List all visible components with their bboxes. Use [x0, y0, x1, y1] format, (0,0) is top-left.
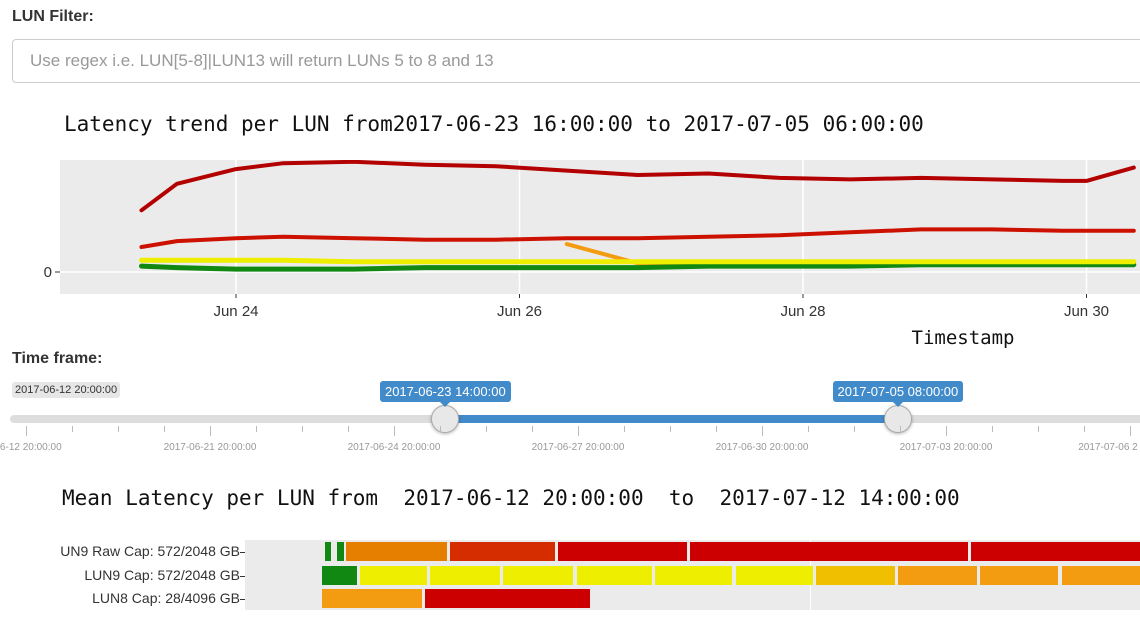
- slider-tick: [716, 426, 717, 432]
- latency-trend-chart: Jun 24 Jun 26 Jun 28 Jun 30 0 Timestamp: [44, 160, 1140, 349]
- x-tick-label: Jun 28: [780, 303, 825, 320]
- series-line-5: [139, 257, 1137, 265]
- slider-handle-to[interactable]: [884, 405, 913, 433]
- slider-tick: [946, 426, 947, 436]
- slider-tick: [348, 426, 349, 432]
- slider-tick: [302, 426, 303, 432]
- heatmap-cell[interactable]: [1062, 566, 1140, 585]
- slider-tick: [992, 426, 993, 432]
- x-tick-label: Jun 30: [1064, 303, 1109, 320]
- heatmap-row-label: LUN8 Cap: 28/4096 GB: [92, 590, 240, 606]
- heatmap-cell[interactable]: [736, 566, 813, 585]
- slider-tick: [1084, 426, 1085, 432]
- heatmap-cell[interactable]: [898, 566, 977, 585]
- heatmap-cell[interactable]: [360, 566, 427, 585]
- heatmap-cell[interactable]: [337, 542, 344, 561]
- series-line-4: [139, 262, 1137, 272]
- slider-tick-label: 2017-07-03 20:00:00: [899, 442, 993, 453]
- slider-from-value: 2017-06-23 14:00:00: [379, 381, 511, 407]
- slider-tick-label: 2017-06-24 20:00:00: [347, 442, 441, 453]
- slider-tick: [808, 426, 809, 432]
- slider-tick-label: 2017-06-30 20:00:00: [715, 442, 809, 453]
- y-tick-label: 0: [44, 264, 52, 281]
- heatmap-cell[interactable]: [322, 589, 422, 608]
- heatmap-row-tick: [240, 599, 245, 600]
- lun-filter-label: LUN Filter:: [12, 8, 94, 25]
- heatmap-cell[interactable]: [558, 542, 687, 561]
- x-axis-label: Timestamp: [912, 327, 1015, 349]
- slider-tick: [210, 426, 211, 436]
- time-frame-label: Time frame:: [12, 350, 103, 367]
- slider-selected-range[interactable]: [445, 415, 899, 423]
- x-tick-label: Jun 26: [497, 303, 542, 320]
- slider-tick: [486, 426, 487, 432]
- slider-tick: [394, 426, 395, 436]
- heatmap-row-tick: [240, 576, 245, 577]
- heatmap-cell[interactable]: [425, 589, 590, 608]
- heatmap-cell[interactable]: [346, 542, 447, 561]
- heatmap-title: Mean Latency per LUN from 2017-06-12 20:…: [62, 486, 960, 510]
- heatmap-cell[interactable]: [503, 566, 573, 585]
- slider-tick: [164, 426, 165, 432]
- series-line-2: [139, 227, 1136, 249]
- slider-tick: [1130, 426, 1131, 436]
- slider-tick: [26, 426, 27, 436]
- slider-tick: [854, 426, 855, 432]
- heatmap-row-label: UN9 Raw Cap: 572/2048 GB: [60, 543, 240, 559]
- heatmap-cell[interactable]: [971, 542, 1140, 561]
- x-tick-label: Jun 24: [213, 303, 258, 320]
- slider-tick: [762, 426, 763, 436]
- heatmap-cell[interactable]: [816, 566, 895, 585]
- series-line-1: [139, 160, 1136, 213]
- trend-chart-title: Latency trend per LUN from2017-06-23 16:…: [64, 112, 924, 136]
- lun-filter-input[interactable]: [12, 39, 1140, 83]
- slider-tick: [670, 426, 671, 432]
- slider-to-value: 2017-07-05 08:00:00: [832, 381, 964, 407]
- heatmap-cell[interactable]: [980, 566, 1058, 585]
- slider-tick: [900, 426, 901, 432]
- slider-tick: [118, 426, 119, 432]
- mean-latency-heatmap: UN9 Raw Cap: 572/2048 GB LUN9 Cap: 572/20…: [0, 538, 1140, 619]
- slider-tick: [440, 426, 441, 432]
- heatmap-cell[interactable]: [322, 566, 357, 585]
- slider-tick-label: 2017-07-06 2: [1078, 442, 1138, 453]
- heatmap-cell[interactable]: [325, 542, 331, 561]
- slider-tick: [256, 426, 257, 432]
- slider-tick: [1038, 426, 1039, 432]
- time-frame-min-label: 2017-06-12 20:00:00: [12, 382, 121, 398]
- slider-tick: [624, 426, 625, 432]
- heatmap-cell[interactable]: [577, 566, 652, 585]
- slider-tick: [532, 426, 533, 432]
- heatmap-row-tick: [240, 552, 245, 553]
- slider-handle-from[interactable]: [431, 405, 460, 433]
- heatmap-cell[interactable]: [450, 542, 555, 561]
- heatmap-cell[interactable]: [690, 542, 968, 561]
- slider-tick-label: 2017-06-21 20:00:00: [163, 442, 257, 453]
- heatmap-row-label: LUN9 Cap: 572/2048 GB: [84, 567, 240, 583]
- slider-tick-label: 2017-06-27 20:00:00: [531, 442, 625, 453]
- slider-tick-label: 06-12 20:00:00: [0, 442, 62, 453]
- heatmap-cell[interactable]: [655, 566, 732, 585]
- slider-tick: [578, 426, 579, 436]
- heatmap-cell[interactable]: [430, 566, 500, 585]
- slider-tick: [72, 426, 73, 432]
